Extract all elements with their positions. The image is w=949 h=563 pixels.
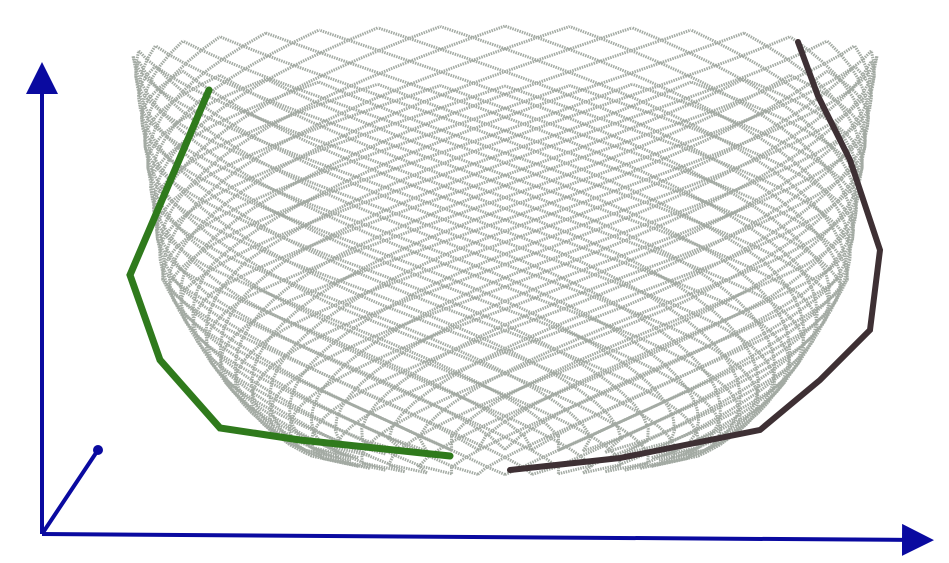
wire-line	[191, 77, 745, 454]
z-axis-tip	[93, 445, 103, 455]
wire-line	[158, 84, 506, 451]
wire-line	[134, 60, 722, 462]
wire-line	[387, 77, 864, 454]
wire-line	[504, 24, 852, 476]
wire-line	[439, 25, 849, 476]
wire-line	[268, 55, 879, 464]
x-axis	[41, 523, 934, 556]
wire-line	[476, 25, 855, 476]
wire-line	[149, 80, 593, 452]
wire-line	[131, 55, 742, 464]
wire-line	[449, 26, 858, 474]
highlight-left-curve	[126, 86, 454, 460]
wire-line	[158, 24, 506, 476]
wireframe-mesh	[131, 24, 879, 476]
wire-line	[167, 26, 633, 476]
wire-line	[219, 35, 806, 472]
wire-line	[333, 39, 870, 470]
wire-line	[250, 60, 873, 462]
wire-line	[137, 65, 701, 460]
wire-line	[137, 49, 760, 466]
wire-line	[416, 28, 861, 475]
wire-line	[449, 82, 858, 451]
z-axis	[40, 448, 100, 536]
wire-line	[167, 82, 633, 452]
wire-line	[140, 69, 677, 458]
wire-line	[161, 84, 571, 451]
wire-line	[161, 25, 571, 476]
wire-line	[218, 69, 829, 458]
highlight-right-curve	[507, 39, 884, 473]
wire-line	[155, 84, 534, 451]
wire-line	[417, 80, 861, 452]
wire-line	[377, 26, 843, 476]
wire-line	[318, 28, 831, 475]
wire-line	[143, 73, 650, 456]
wire-line	[134, 50, 722, 466]
wire-line	[152, 82, 561, 451]
wire-line	[268, 55, 879, 464]
axes-group	[26, 62, 934, 556]
wire-line	[288, 50, 876, 466]
wire-line	[265, 31, 819, 474]
wire-line	[504, 84, 852, 451]
wire-line	[191, 31, 745, 474]
wire-line	[386, 31, 864, 474]
wire-line	[182, 39, 792, 470]
